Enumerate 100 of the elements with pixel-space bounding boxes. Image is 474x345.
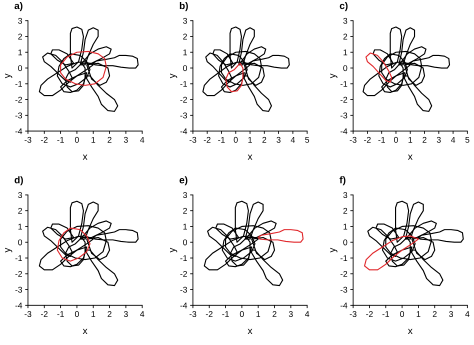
x-tick-label: 1 bbox=[416, 311, 420, 317]
x-axis-title: x bbox=[248, 154, 252, 160]
chart-title: d) bbox=[14, 176, 23, 186]
x-tick-label: -3 bbox=[24, 311, 32, 317]
x-tick-label: 2 bbox=[432, 311, 437, 317]
x-tick-label: -2 bbox=[40, 311, 48, 317]
y-tick-label: -4 bbox=[15, 128, 22, 134]
x-tick-label: -2 bbox=[364, 136, 371, 143]
y-tick-label: 2 bbox=[343, 208, 348, 214]
x-tick-label: 0 bbox=[400, 311, 404, 317]
y-tick-label: 0 bbox=[343, 239, 348, 246]
x-tick-label: -3 bbox=[350, 311, 356, 317]
x-tick-label: 3 bbox=[124, 136, 128, 143]
y-tick-label: -3 bbox=[180, 286, 187, 293]
x-tick-label: -1 bbox=[382, 311, 390, 317]
x-tick-label: -2 bbox=[40, 136, 48, 143]
x-tick-label: 2 bbox=[108, 311, 112, 317]
x-tick-label: 1 bbox=[248, 136, 252, 143]
y-tick-label: -1 bbox=[180, 255, 187, 262]
y-tick-label: 3 bbox=[343, 192, 348, 198]
y-tick-label: -2 bbox=[15, 96, 22, 103]
y-tick-label: -1 bbox=[180, 81, 187, 87]
x-axis-title: x bbox=[408, 154, 413, 160]
y-tick-label: -1 bbox=[15, 255, 22, 262]
y-tick-label: 1 bbox=[18, 50, 22, 56]
x-tick-label: 4 bbox=[140, 136, 144, 143]
x-tick-label: 2 bbox=[108, 136, 112, 143]
y-tick-label: 3 bbox=[183, 192, 187, 198]
chart-title: a) bbox=[14, 2, 22, 12]
y-tick-label: 1 bbox=[183, 50, 187, 56]
y-axis-title: y bbox=[170, 73, 178, 78]
y-tick-label: 0 bbox=[183, 65, 188, 72]
x-tick-label: 3 bbox=[276, 136, 281, 143]
y-tick-label: -3 bbox=[180, 112, 187, 118]
y-tick-label: 2 bbox=[183, 34, 187, 40]
x-tick-label: -3 bbox=[190, 311, 196, 317]
x-tick-label: 0 bbox=[240, 311, 244, 317]
y-axis-title: y bbox=[330, 248, 338, 253]
x-tick-label: 4 bbox=[140, 311, 144, 317]
x-tick-label: -2 bbox=[366, 311, 373, 317]
x-tick-label: 5 bbox=[465, 136, 470, 143]
y-tick-label: -4 bbox=[340, 302, 348, 308]
chart-title: f) bbox=[340, 176, 346, 186]
y-tick-label: 1 bbox=[344, 50, 348, 56]
y-tick-label: -4 bbox=[340, 128, 348, 134]
y-tick-label: 1 bbox=[18, 224, 22, 230]
x-tick-label: 4 bbox=[465, 311, 470, 317]
y-tick-label: -1 bbox=[340, 255, 348, 262]
x-tick-label: 0 bbox=[74, 136, 79, 143]
x-tick-label: 3 bbox=[288, 311, 293, 317]
y-tick-label: -2 bbox=[180, 96, 187, 103]
x-tick-label: 1 bbox=[92, 136, 96, 143]
x-tick-label: -3 bbox=[190, 136, 196, 143]
x-tick-label: -2 bbox=[204, 136, 210, 143]
y-tick-label: 0 bbox=[18, 239, 22, 246]
chart-title: c) bbox=[340, 2, 348, 12]
y-tick-label: 2 bbox=[183, 208, 187, 214]
chart-title: b) bbox=[180, 2, 188, 12]
x-axis-title: x bbox=[82, 328, 88, 334]
x-tick-label: 5 bbox=[305, 136, 310, 143]
y-tick-label: 2 bbox=[18, 208, 22, 214]
x-tick-label: -1 bbox=[57, 136, 64, 143]
x-tick-label: -1 bbox=[222, 311, 229, 317]
y-tick-label: 0 bbox=[183, 239, 188, 246]
x-tick-label: 3 bbox=[449, 311, 453, 317]
x-tick-label: 2 bbox=[262, 136, 266, 143]
y-axis-title: y bbox=[330, 73, 338, 78]
x-tick-label: 2 bbox=[272, 311, 276, 317]
y-axis-title: y bbox=[5, 248, 12, 253]
y-tick-label: -3 bbox=[340, 112, 348, 118]
x-tick-label: 0 bbox=[74, 311, 79, 317]
x-tick-label: 1 bbox=[256, 311, 260, 317]
x-tick-label: 4 bbox=[450, 136, 456, 143]
x-tick-label: -1 bbox=[218, 136, 225, 143]
y-axis-title: y bbox=[170, 248, 178, 253]
x-tick-label: 0 bbox=[394, 136, 398, 143]
x-tick-label: -1 bbox=[57, 311, 64, 317]
y-tick-label: -3 bbox=[15, 112, 22, 118]
x-tick-label: 0 bbox=[234, 136, 238, 143]
y-tick-label: -4 bbox=[180, 128, 188, 134]
x-tick-label: -3 bbox=[350, 136, 356, 143]
y-tick-label: -1 bbox=[15, 81, 22, 87]
y-tick-label: -4 bbox=[15, 302, 22, 308]
x-axis-title: x bbox=[408, 328, 413, 334]
x-tick-label: -2 bbox=[206, 311, 213, 317]
y-tick-label: 1 bbox=[344, 224, 348, 230]
y-tick-label: 3 bbox=[18, 18, 22, 24]
y-tick-label: -2 bbox=[15, 270, 22, 277]
chart-title: e) bbox=[180, 176, 188, 186]
y-tick-label: -3 bbox=[15, 286, 22, 293]
y-tick-label: 3 bbox=[18, 192, 22, 198]
y-tick-label: 0 bbox=[18, 65, 22, 72]
x-tick-label: 1 bbox=[92, 311, 96, 317]
x-tick-label: 4 bbox=[305, 311, 310, 317]
y-tick-label: 3 bbox=[183, 18, 187, 24]
y-tick-label: -2 bbox=[340, 96, 348, 103]
x-tick-label: 4 bbox=[290, 136, 295, 143]
x-tick-label: 3 bbox=[436, 136, 441, 143]
x-tick-label: 2 bbox=[422, 136, 426, 143]
y-tick-label: 3 bbox=[343, 18, 348, 24]
